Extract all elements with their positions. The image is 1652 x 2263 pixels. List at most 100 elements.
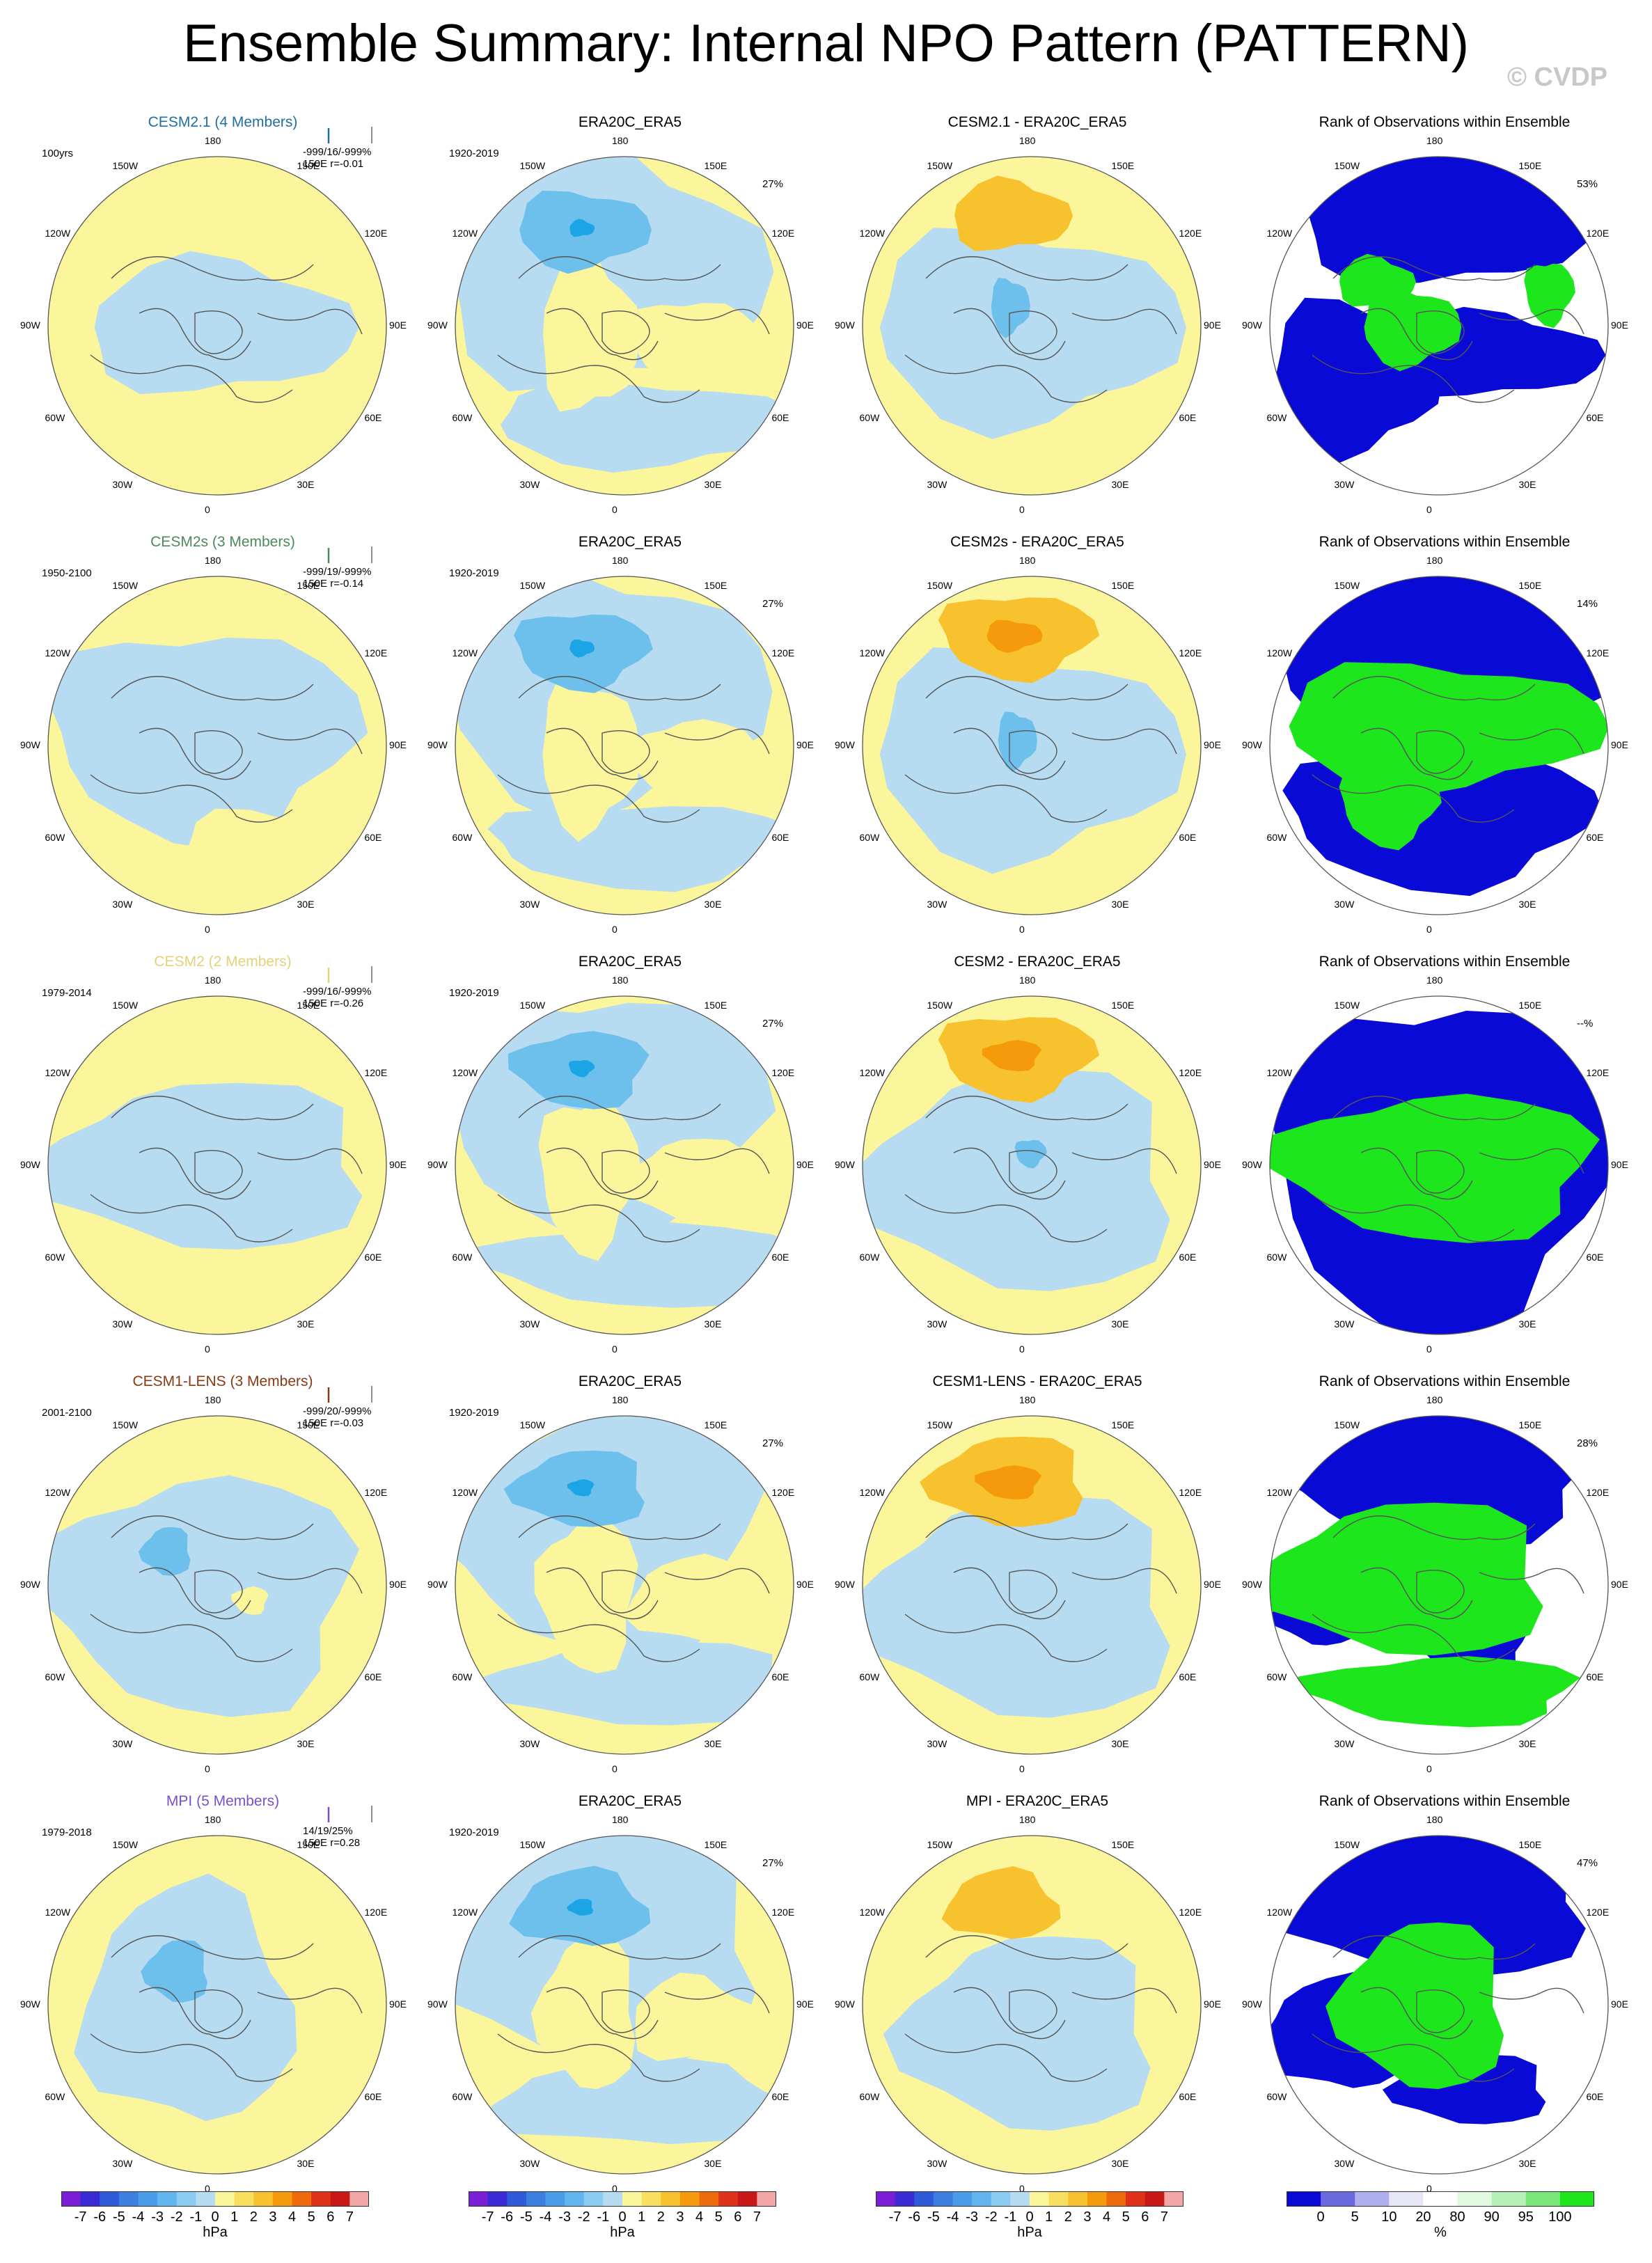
- longitude-label: 90E: [389, 1579, 407, 1590]
- longitude-label: 180: [1019, 1394, 1036, 1405]
- member-spread-bar: [327, 1386, 372, 1403]
- period-label: 1920-2019: [449, 1827, 499, 1838]
- coastline-1: [139, 1567, 251, 1620]
- longitude-label: 180: [612, 1814, 629, 1825]
- longitude-label: 90W: [427, 320, 448, 331]
- coastline-4: [904, 1614, 1108, 1662]
- longitude-label: 90E: [1204, 320, 1221, 331]
- coastline-3: [664, 728, 770, 755]
- colorbar-swatch: [914, 2191, 934, 2207]
- longitude-label: 60W: [45, 1671, 65, 1682]
- longitude-label: 30W: [519, 1318, 540, 1330]
- stats-line-1: 14/19/25%: [303, 1825, 353, 1837]
- panel-title: CESM2s - ERA20C_ERA5: [950, 534, 1124, 550]
- pattern-stats: 14/19/25% 150E r=0.28: [303, 1825, 360, 1849]
- longitude-label: 120E: [364, 227, 388, 239]
- longitude-label: 0: [1426, 1343, 1432, 1355]
- coastline-4: [90, 774, 293, 823]
- coastline-3: [1479, 728, 1584, 755]
- field-pos1-0: [530, 1936, 636, 2090]
- field-pos1-0: [538, 1103, 641, 1261]
- colorbar-swatch: [349, 2191, 370, 2207]
- colorbar-swatch: [895, 2191, 915, 2207]
- longitude-label: 60E: [771, 411, 789, 423]
- colorbar-tick: 5: [307, 2209, 315, 2225]
- longitude-label: 60E: [1179, 1671, 1197, 1682]
- longitude-label: 60W: [45, 2090, 65, 2102]
- member-spread-bar: [327, 966, 372, 983]
- coastline-3: [1071, 1148, 1177, 1174]
- longitude-label: 60W: [859, 1251, 880, 1263]
- colorbar-swatch: [1087, 2191, 1107, 2207]
- colorbar-tick: 7: [1160, 2209, 1168, 2225]
- colorbar-swatch: [603, 2191, 623, 2207]
- longitude-label: 60E: [771, 1251, 789, 1263]
- longitude-label: 90E: [796, 1159, 814, 1170]
- panel-title: ERA20C_ERA5: [578, 1373, 682, 1389]
- variance-percent: 27%: [762, 598, 784, 610]
- longitude-label: 120E: [1586, 227, 1610, 239]
- colorbar-tick: -4: [539, 2209, 552, 2225]
- rank-percent: 47%: [1577, 1857, 1598, 1869]
- longitude-label: 60W: [45, 1251, 65, 1263]
- coastline-0: [111, 1515, 314, 1540]
- longitude-label: 90E: [796, 320, 814, 331]
- panel-title: MPI (5 Members): [166, 1793, 280, 1809]
- longitude-label: 0: [1426, 2183, 1432, 2194]
- colorbar-swatch: [1106, 2191, 1126, 2207]
- map-border: [862, 1415, 1202, 1755]
- colorbar-tick: 3: [676, 2209, 684, 2225]
- stats-line-1: -999/16/-999%: [303, 986, 372, 998]
- coastline-1: [953, 308, 1066, 361]
- coastline-1: [546, 308, 659, 361]
- colorbar-tick: 7: [753, 2209, 761, 2225]
- longitude-label: 60E: [771, 2090, 789, 2102]
- coastline-0: [518, 1096, 721, 1121]
- colorbar-tick: -3: [151, 2209, 164, 2225]
- colorbar-swatch: [253, 2191, 274, 2207]
- longitude-label: 30E: [1111, 479, 1129, 491]
- colorbar-swatch: [176, 2191, 196, 2207]
- coastline-0: [925, 1096, 1128, 1121]
- field-neg1-1: [464, 1641, 791, 1726]
- longitude-label: 90E: [1611, 1579, 1628, 1590]
- coastline-3: [664, 1987, 770, 2014]
- panel-title: ERA20C_ERA5: [578, 114, 682, 130]
- field-neg2-0: [141, 1939, 208, 2003]
- longitude-label: 90E: [389, 1998, 407, 2010]
- longitude-label: 30E: [1111, 1318, 1129, 1330]
- coastline-0: [518, 1515, 721, 1540]
- map-border: [1269, 576, 1609, 915]
- coastline-2: [1009, 1989, 1057, 2033]
- colorbar-swatch: [565, 2191, 585, 2207]
- polar-map: [47, 156, 387, 496]
- coastline-2: [1009, 1149, 1057, 1194]
- longitude-label: 60W: [859, 2090, 880, 2102]
- longitude-label: 120W: [859, 647, 886, 659]
- coastline-3: [257, 308, 363, 335]
- colorbar-tick: 0: [1025, 2209, 1034, 2225]
- coastline-1: [546, 1147, 659, 1200]
- period-label: 1920-2019: [449, 987, 499, 999]
- colorbar-tick: -4: [946, 2209, 959, 2225]
- stats-line-2: 150E r=-0.14: [303, 578, 364, 590]
- field-pos1-0: [534, 1517, 638, 1673]
- longitude-label: 90W: [427, 1998, 448, 2010]
- longitude-label: 180: [1426, 1394, 1443, 1405]
- field-rank_high-1: [1364, 287, 1462, 372]
- longitude-label: 0: [1426, 504, 1432, 515]
- longitude-label: 30W: [112, 2158, 133, 2170]
- longitude-label: 90W: [835, 1159, 855, 1170]
- polar-map: [47, 995, 387, 1335]
- colorbar-swatches: [61, 2191, 370, 2207]
- coastline-1: [953, 1567, 1066, 1620]
- longitude-label: 150W: [519, 579, 546, 591]
- longitude-label: 60W: [859, 831, 880, 843]
- panel-title: ERA20C_ERA5: [578, 1793, 682, 1809]
- coastline-0: [925, 1935, 1128, 1960]
- longitude-label: 120W: [1266, 227, 1293, 239]
- colorbar-tick: 3: [1083, 2209, 1092, 2225]
- colorbar-swatch: [157, 2191, 178, 2207]
- map-border: [47, 995, 387, 1335]
- variance-percent: 27%: [762, 178, 784, 190]
